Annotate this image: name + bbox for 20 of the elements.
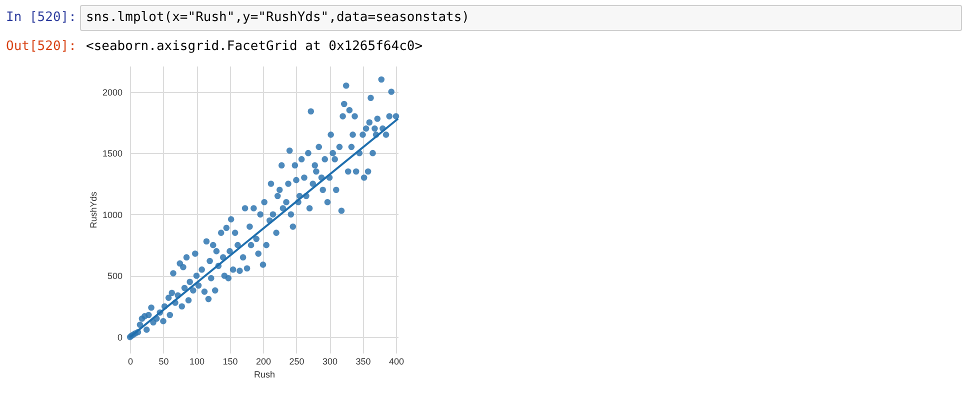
y-tick-label: 0 — [117, 332, 122, 343]
x-tick-label: 150 — [222, 356, 238, 366]
text: <seaborn.axisgrid.FacetGrid at 0x1265f64c0> — [86, 39, 423, 54]
y-tick-label: 500 — [107, 271, 122, 282]
y-tick-label: 1000 — [102, 210, 122, 220]
x-tick-label: 350 — [356, 356, 371, 366]
x-tick-label: 250 — [289, 356, 304, 366]
x-tick-label: 100 — [189, 356, 205, 366]
y-tick-label: 1500 — [102, 148, 122, 159]
text: In [520]: — [6, 10, 76, 25]
x-tick-label: 300 — [322, 356, 338, 366]
x-tick-label: 200 — [256, 356, 272, 366]
y-axis-title: RushYds — [88, 191, 98, 228]
text: Out[520]: — [6, 39, 76, 54]
x-tick-label: 400 — [388, 356, 404, 366]
x-tick-label: 0 — [128, 356, 134, 366]
y-tick-label: 2000 — [102, 87, 122, 98]
text: sns.lmplot(x="Rush",y="RushYds",data=seasonstats) — [86, 10, 470, 25]
x-axis-title: Rush — [254, 370, 276, 380]
x-tick-label: 50 — [158, 356, 169, 366]
